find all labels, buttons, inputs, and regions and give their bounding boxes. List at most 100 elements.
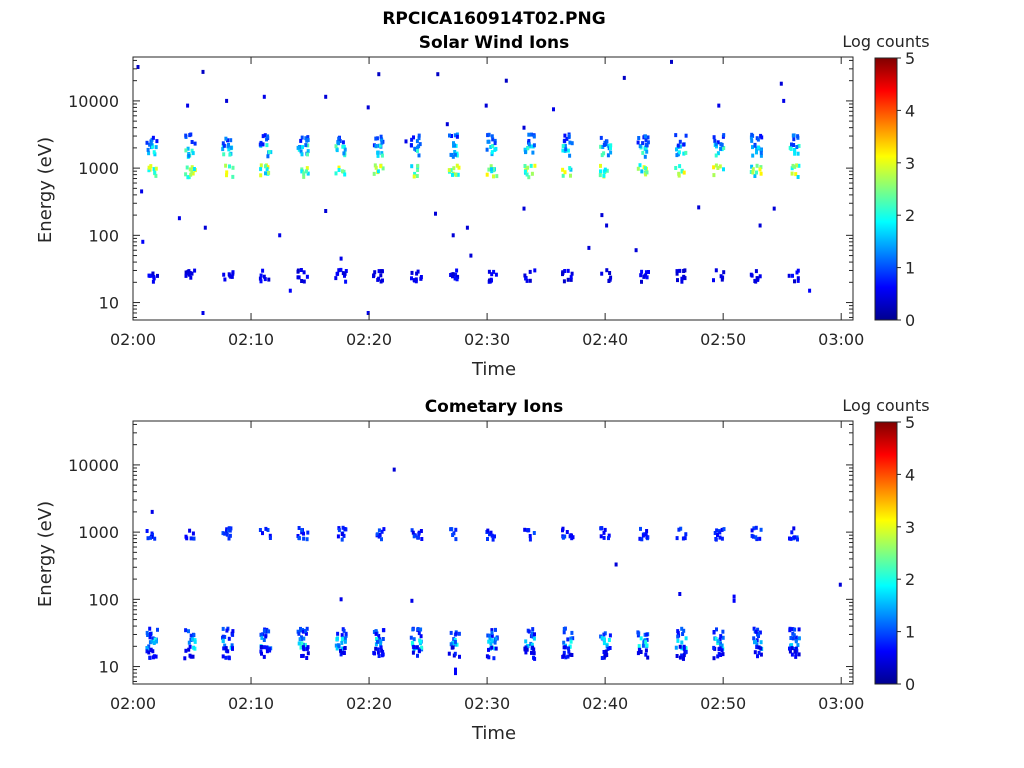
heatmap-cell: [412, 647, 416, 652]
heatmap-cell: [225, 532, 229, 537]
heatmap-cell: [340, 650, 344, 655]
heatmap-cell: [457, 631, 461, 636]
heatmap-cell: [225, 628, 229, 633]
heatmap-cell: [487, 269, 491, 274]
heatmap-cell: [453, 651, 457, 656]
heatmap-cell: [750, 528, 754, 533]
heatmap-cell: [492, 167, 496, 172]
heatmap-cell: [563, 269, 567, 273]
heatmap-cell: [375, 532, 379, 537]
heatmap-cell: [532, 143, 536, 148]
heatmap-cell: [263, 133, 267, 138]
heatmap-cell: [297, 536, 301, 540]
heatmap-cell: [607, 536, 610, 541]
heatmap-cell: [759, 153, 763, 158]
heatmap-cell: [376, 647, 380, 652]
heatmap-cell: [299, 268, 303, 272]
heatmap-cell: [416, 269, 420, 274]
heatmap-cell: [752, 636, 756, 641]
heatmap-cell: [602, 650, 606, 654]
heatmap-cell: [222, 646, 226, 651]
heatmap-cell: [412, 278, 416, 283]
heatmap-cell: [527, 142, 531, 147]
heatmap-cell: [417, 136, 421, 141]
heatmap-cell: [414, 279, 418, 284]
heatmap-cell: [145, 140, 149, 145]
heatmap-cell: [791, 273, 794, 278]
heatmap-cell: [417, 144, 421, 149]
heatmap-cell: [680, 276, 684, 281]
heatmap-cell: [258, 142, 262, 147]
heatmap-cell: [637, 644, 641, 649]
heatmap-cell: [569, 639, 573, 644]
heatmap-cell: [297, 641, 301, 646]
heatmap-cell: [678, 139, 682, 144]
heatmap-cell: [712, 135, 716, 140]
heatmap-cell: [571, 535, 575, 540]
heatmap-cell: [147, 165, 151, 170]
heatmap-cell: [568, 140, 572, 145]
heatmap-cell: [790, 142, 793, 147]
heatmap-cell: [140, 189, 144, 194]
heatmap-cell: [794, 646, 798, 651]
heatmap-cell: [458, 654, 461, 659]
panel-title: Solar Wind Ions: [419, 33, 570, 53]
heatmap-cell: [720, 648, 724, 653]
heatmap-cell: [300, 169, 304, 174]
heatmap-cell: [228, 273, 232, 278]
heatmap-cell: [221, 147, 225, 152]
heatmap-cell: [684, 649, 688, 654]
heatmap-cell: [150, 639, 154, 644]
heatmap-cell: [493, 640, 497, 645]
heatmap-cell: [643, 154, 647, 159]
heatmap-cell: [454, 143, 458, 148]
heatmap-cell: [451, 172, 454, 177]
heatmap-cell: [379, 639, 383, 644]
heatmap-cell: [488, 278, 491, 283]
heatmap-cell: [790, 646, 794, 651]
heatmap-cell: [533, 656, 537, 661]
heatmap-cell: [716, 639, 720, 644]
heatmap-cell: [678, 592, 682, 596]
heatmap-cell: [184, 133, 188, 138]
heatmap-cell: [297, 275, 301, 280]
heatmap-cell: [645, 643, 649, 648]
heatmap-cell: [721, 629, 725, 634]
heatmap-cell: [562, 640, 566, 645]
heatmap-cell: [152, 167, 156, 172]
colorbar: [874, 421, 898, 685]
heatmap-cell: [561, 148, 565, 153]
heatmap-cell: [338, 139, 342, 143]
heatmap-cell: [149, 164, 153, 169]
heatmap-cell: [380, 269, 384, 274]
heatmap-cell: [453, 133, 457, 138]
heatmap-cell: [337, 168, 341, 172]
heatmap-cell: [148, 142, 152, 147]
heatmap-cell: [451, 272, 455, 277]
heatmap-cell: [567, 135, 571, 140]
heatmap-cell: [221, 626, 225, 631]
heatmap-cell: [528, 534, 532, 538]
heatmap-cell: [797, 652, 801, 657]
heatmap-cell: [680, 653, 684, 658]
heatmap-cell: [453, 276, 457, 281]
heatmap-cell: [379, 164, 383, 169]
heatmap-cell: [751, 153, 755, 158]
heatmap-cell: [419, 634, 423, 639]
heatmap-cell: [566, 637, 570, 642]
heatmap-cell: [412, 645, 416, 650]
heatmap-cell: [335, 271, 339, 276]
y-axis-label: Energy (eV): [35, 501, 56, 607]
heatmap-cell: [531, 645, 535, 650]
heatmap-cell: [602, 637, 606, 642]
heatmap-cell: [566, 268, 570, 273]
heatmap-cell: [796, 175, 800, 179]
heatmap-cell: [722, 167, 725, 172]
heatmap-cell: [599, 526, 603, 531]
heatmap-cell: [335, 646, 339, 651]
heatmap-cell: [221, 654, 225, 659]
heatmap-cell: [719, 644, 723, 649]
x-tick-label: 02:00: [110, 330, 156, 349]
heatmap-cell: [191, 531, 195, 536]
heatmap-cell: [265, 143, 269, 148]
